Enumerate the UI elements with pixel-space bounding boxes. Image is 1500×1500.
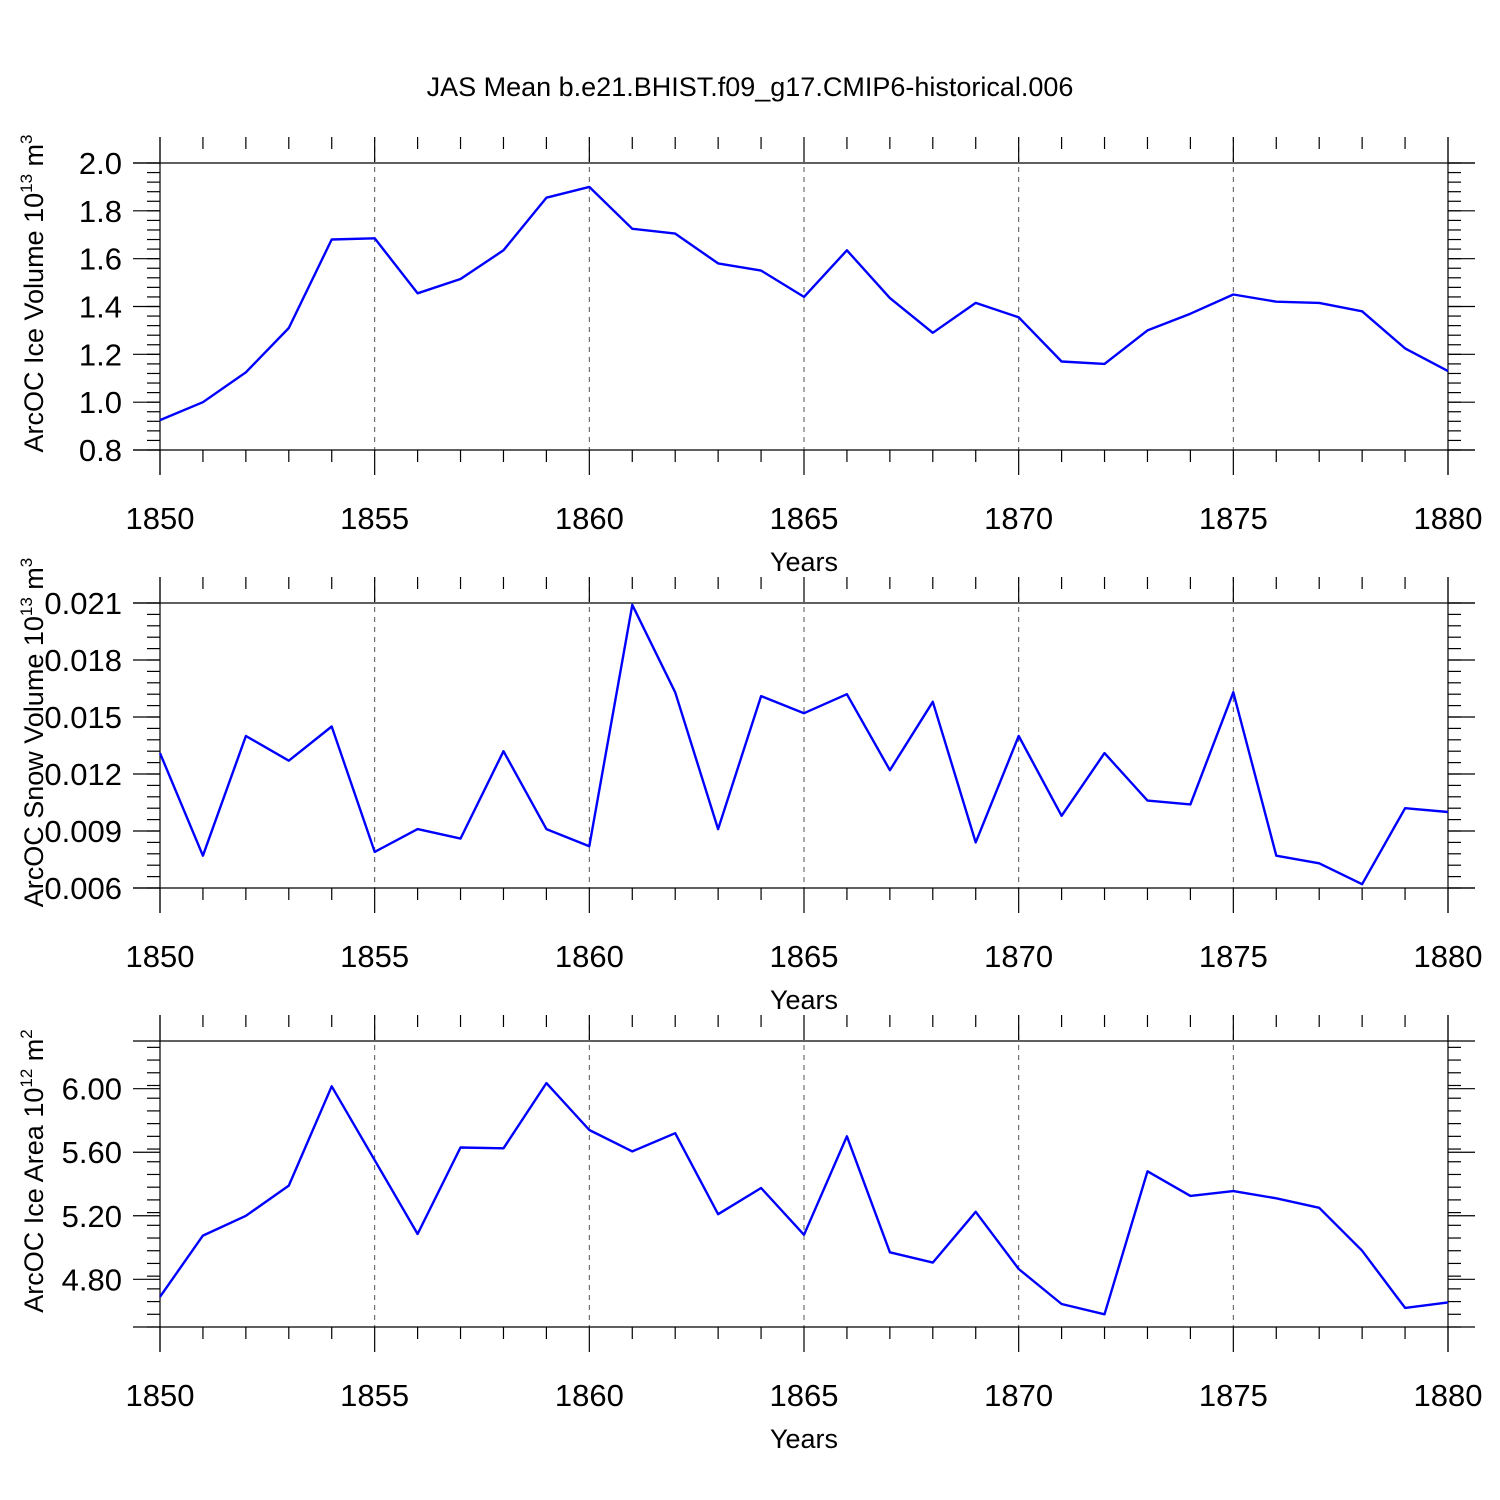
y-tick-label: 0.015 [44,700,122,735]
figure-title: JAS Mean b.e21.BHIST.f09_g17.CMIP6-histo… [427,72,1074,102]
x-tick-label: 1865 [770,501,839,536]
x-tick-label: 1870 [984,939,1053,974]
y-tick-label: 5.20 [62,1199,122,1234]
y-axis-title: ArcOC Ice Volume 1013 m3 [17,134,49,452]
x-tick-label: 1860 [555,939,624,974]
y-tick-label: 0.012 [44,757,122,792]
y-tick-label: 2.0 [79,146,122,181]
y-tick-label: 0.021 [44,586,122,621]
series-line [159,185,1449,422]
x-tick-label: 1880 [1414,939,1483,974]
y-tick-label: 1.0 [79,385,122,420]
series-line [158,603,1449,886]
y-tick-label: 0.006 [44,871,122,906]
y-tick-label: 1.2 [79,337,122,372]
x-tick-label: 1870 [984,501,1053,536]
x-tick-label: 1880 [1414,501,1483,536]
x-tick-label: 1870 [984,1378,1053,1413]
x-tick-label: 1875 [1199,939,1268,974]
y-tick-label: 0.018 [44,643,122,678]
y-tick-label: 6.00 [62,1072,122,1107]
x-axis-title: Years [770,547,838,577]
chart-panel-2: 0.006 0.009 0.012 0.015 0.018 0.021 1850 1855 18… [17,558,1482,1015]
x-axis-title: Years [770,1424,838,1454]
x-tick-label: 1855 [340,939,409,974]
y-tick-label: 5.60 [62,1135,122,1170]
y-tick-label: 1.6 [79,242,122,277]
x-tick-label: 1860 [555,1378,624,1413]
x-tick-label: 1875 [1199,1378,1268,1413]
x-tick-label: 1850 [126,501,195,536]
x-axis-title: Years [770,985,838,1015]
chart-panel-3: 4.80 5.20 5.60 6.00 1850 1855 1860 1865 1870 1875… [17,1015,1482,1454]
y-tick-label: 0.8 [79,433,122,468]
x-tick-label: 1880 [1414,1378,1483,1413]
y-axis-title: ArcOC Ice Area 1012 m2 [17,1029,49,1313]
y-tick-label: 0.009 [44,814,122,849]
x-tick-label: 1855 [340,501,409,536]
x-tick-label: 1865 [770,939,839,974]
y-tick-label: 1.4 [79,290,122,325]
series-line [159,1081,1449,1316]
x-tick-label: 1875 [1199,501,1268,536]
x-tick-label: 1865 [770,1378,839,1413]
x-tick-label: 1850 [126,939,195,974]
x-tick-label: 1860 [555,501,624,536]
y-tick-label: 4.80 [62,1262,122,1297]
chart-panel-1: 0.8 1.0 1.2 1.4 1.6 1.8 2.0 1850 1855 1860 1865 187… [17,134,1482,577]
y-axis-title: ArcOC Snow Volume 1013 m3 [17,558,49,908]
x-tick-label: 1855 [340,1378,409,1413]
y-tick-label: 1.8 [79,194,122,229]
x-tick-label: 1850 [126,1378,195,1413]
